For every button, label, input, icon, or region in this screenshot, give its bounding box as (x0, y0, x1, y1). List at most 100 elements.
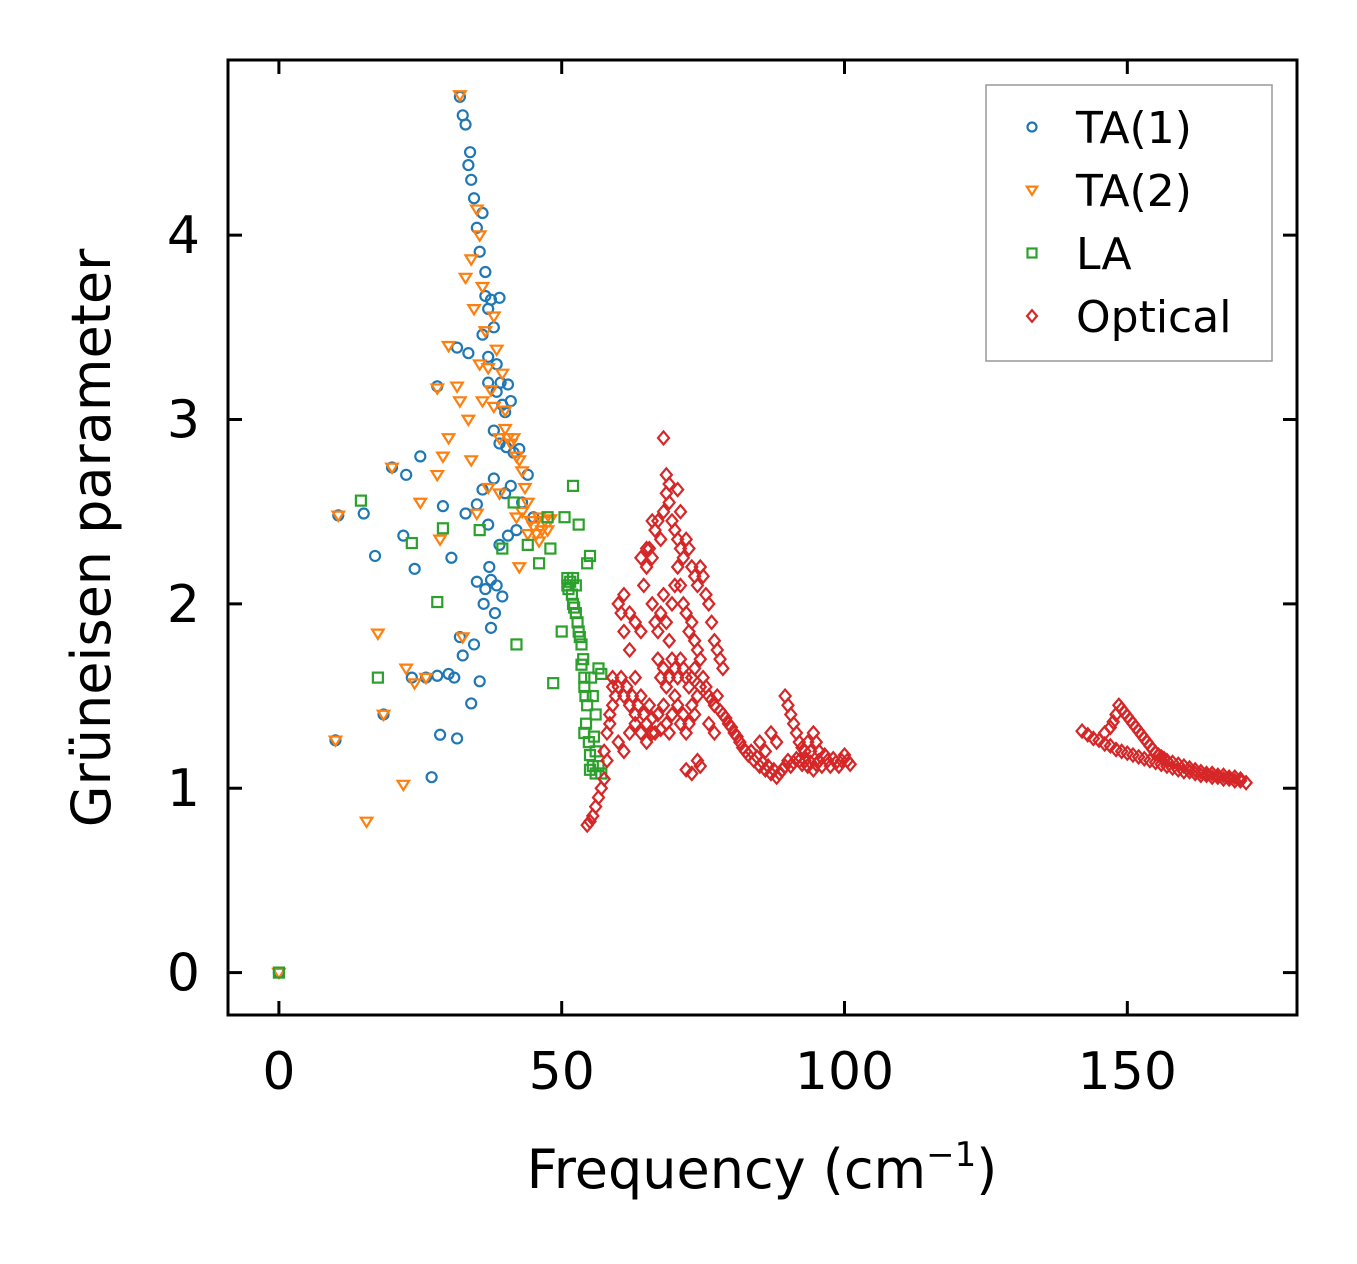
data-point (501, 529, 515, 542)
data-point (656, 429, 671, 447)
data-point (761, 757, 776, 775)
data-point (482, 350, 495, 363)
data-point (473, 524, 486, 537)
data-point (1239, 774, 1254, 791)
data-point (463, 146, 477, 159)
data-point (483, 560, 496, 574)
data-point (817, 746, 832, 764)
data-point (642, 697, 657, 714)
data-point (656, 697, 671, 714)
y-tick-label: 3 (167, 391, 200, 451)
data-point (732, 733, 747, 751)
data-point (467, 192, 481, 205)
legend-label: TA(1) (1075, 103, 1192, 154)
data-point (412, 497, 429, 511)
data-point (662, 632, 677, 649)
data-point (398, 663, 414, 676)
x-axis-label-suffix: ) (976, 1138, 997, 1201)
data-point (687, 706, 702, 723)
data-point (1233, 770, 1248, 788)
data-point (653, 604, 668, 622)
data-point (752, 733, 767, 751)
data-point (577, 653, 590, 666)
data-point (834, 752, 849, 769)
data-point (724, 719, 739, 736)
data-point (633, 687, 648, 705)
data-point (459, 507, 472, 520)
data-point (648, 724, 662, 742)
data-point (470, 575, 483, 588)
data-point (696, 568, 711, 585)
data-point (586, 689, 599, 703)
plot-frame (226, 58, 1299, 1017)
data-point (484, 621, 498, 634)
data-point (587, 730, 601, 743)
data-point (435, 451, 451, 464)
data-point (330, 510, 347, 523)
x-tick-label: 0 (262, 1042, 295, 1102)
data-series (271, 90, 1254, 981)
data-point (477, 326, 494, 339)
data-point (496, 542, 509, 555)
data-point (408, 562, 421, 575)
data-point (493, 538, 506, 551)
data-point (831, 757, 846, 775)
data-point (496, 590, 509, 603)
data-point (474, 396, 491, 409)
data-point (490, 579, 503, 592)
data-point (541, 511, 554, 524)
data-point (470, 221, 483, 234)
data-point (662, 494, 677, 511)
data-point (462, 347, 475, 360)
x-tick-label: 100 (795, 1042, 894, 1102)
data-point (479, 265, 492, 279)
data-point (645, 512, 660, 530)
x-tick-label: 150 (1078, 1042, 1177, 1102)
data-point (395, 779, 412, 793)
data-point (602, 715, 617, 732)
data-point (639, 558, 654, 576)
data-point (1109, 706, 1123, 723)
data-point (707, 724, 722, 742)
data-point (370, 628, 386, 641)
data-point (431, 595, 444, 609)
data-point (639, 733, 654, 751)
x-tick-label: 50 (529, 1042, 595, 1102)
data-point (454, 632, 471, 645)
data-point (469, 204, 485, 217)
data-point (539, 525, 556, 538)
data-point (456, 649, 469, 662)
legend-items: TA(1) TA(2) LA Optical (1024, 103, 1231, 343)
data-point (445, 551, 458, 564)
data-point (645, 724, 660, 742)
data-point (1103, 737, 1118, 755)
data-point (659, 614, 674, 631)
data-point (1222, 768, 1237, 786)
data-point (1103, 719, 1118, 736)
data-point (486, 311, 502, 324)
data-point (676, 706, 691, 723)
data-point (645, 595, 660, 613)
legend-label: LA (1076, 229, 1132, 280)
data-point (622, 724, 637, 742)
data-point (1075, 722, 1090, 740)
data-point (693, 650, 708, 668)
data-point (579, 717, 593, 730)
data-point (517, 482, 533, 496)
data-point (628, 715, 643, 732)
data-point (715, 660, 730, 677)
data-point (508, 512, 525, 525)
data-point (429, 469, 446, 483)
data-point (463, 254, 479, 267)
data-point (710, 687, 725, 705)
data-point (452, 396, 468, 409)
data-point (514, 506, 530, 520)
x-axis-label: Frequency (cm−1) (527, 1135, 998, 1201)
data-point (786, 754, 801, 771)
data-point (510, 638, 523, 651)
data-point (465, 697, 478, 710)
data-point (505, 433, 522, 446)
data-point (511, 455, 528, 468)
data-point (650, 623, 665, 640)
legend-marker (1026, 247, 1038, 259)
